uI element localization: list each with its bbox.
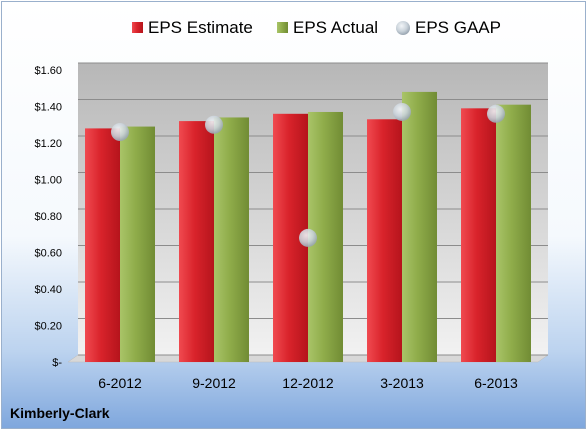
legend-swatch-estimate bbox=[132, 22, 143, 33]
legend-swatch-actual bbox=[277, 22, 288, 33]
legend-label-estimate: EPS Estimate bbox=[148, 18, 253, 37]
x-category-label: 6-2013 bbox=[474, 375, 518, 391]
bar-eps-actual bbox=[214, 117, 249, 362]
company-name: Kimberly-Clark bbox=[10, 405, 110, 421]
y-tick-label: $1.60 bbox=[34, 65, 62, 77]
y-axis-ticks: $- $0.20 $0.40 $0.60 $0.80 $1.00 $1.20 $1.40 $1.… bbox=[34, 65, 62, 369]
y-tick-label: $0.40 bbox=[34, 284, 62, 296]
legend-marker-gaap bbox=[396, 21, 410, 35]
y-tick-label: $1.00 bbox=[34, 175, 62, 187]
x-category-label: 3-2013 bbox=[380, 375, 424, 391]
bar-eps-actual bbox=[496, 104, 531, 363]
bar-eps-estimate bbox=[367, 119, 402, 363]
legend: EPS Estimate EPS Actual EPS GAAP bbox=[132, 18, 501, 37]
y-tick-label: $0.20 bbox=[34, 321, 62, 333]
marker-eps-gaap bbox=[111, 123, 129, 142]
bar-eps-estimate bbox=[461, 108, 496, 362]
bar-eps-actual bbox=[120, 126, 155, 362]
bar-eps-estimate bbox=[179, 121, 214, 362]
bar-eps-estimate bbox=[85, 128, 120, 362]
legend-label-actual: EPS Actual bbox=[293, 18, 378, 37]
marker-eps-gaap bbox=[393, 102, 411, 121]
x-axis-labels: 6-2012 9-2012 12-2012 3-2013 6-2013 bbox=[98, 375, 518, 391]
x-category-label: 9-2012 bbox=[192, 375, 236, 391]
y-tick-label: $0.80 bbox=[34, 211, 62, 223]
bar-eps-actual bbox=[402, 91, 437, 363]
y-tick-label: $- bbox=[52, 357, 62, 369]
y-tick-label: $1.40 bbox=[34, 102, 62, 114]
marker-eps-gaap bbox=[487, 104, 505, 123]
gaap-markers bbox=[111, 102, 505, 247]
legend-label-gaap: EPS GAAP bbox=[415, 18, 501, 37]
x-category-label: 6-2012 bbox=[98, 375, 142, 391]
y-tick-label: $0.60 bbox=[34, 248, 62, 260]
marker-eps-gaap bbox=[205, 115, 223, 134]
y-tick-label: $1.20 bbox=[34, 138, 62, 150]
marker-eps-gaap bbox=[299, 228, 317, 247]
x-category-label: 12-2012 bbox=[282, 375, 334, 391]
bars bbox=[85, 91, 531, 363]
